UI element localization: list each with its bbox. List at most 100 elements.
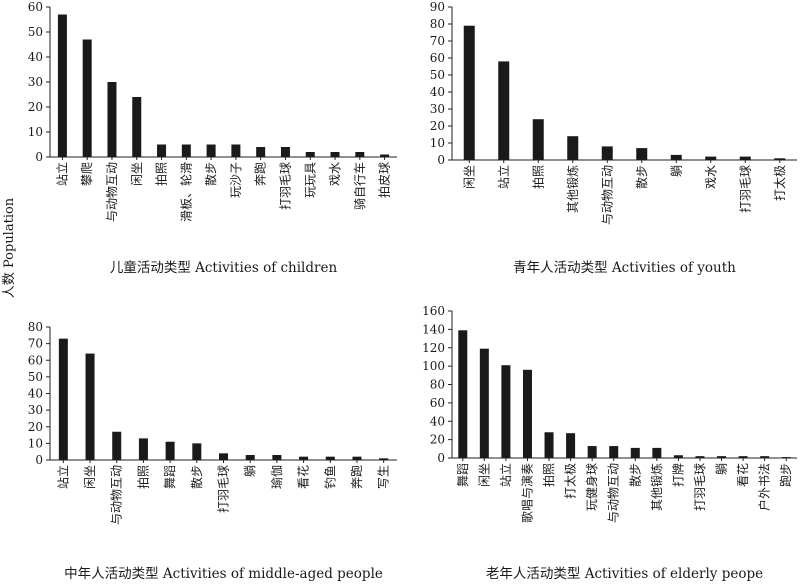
bar	[181, 144, 191, 157]
y-tick-label: 80	[28, 320, 43, 334]
bar	[601, 146, 613, 160]
bar	[325, 456, 335, 460]
y-tick-label: 30	[28, 403, 43, 417]
bar	[219, 453, 228, 460]
bar	[739, 156, 751, 160]
chart-title: 青年人活动类型 Activities of youth	[513, 260, 736, 276]
x-category-label: 打太极	[563, 463, 578, 499]
x-category-label: 拍照	[530, 165, 545, 189]
y-tick-label: 20	[430, 433, 445, 447]
bar	[498, 61, 510, 160]
bar	[458, 330, 468, 458]
y-tick-label: 0	[437, 451, 445, 465]
y-tick-label: 160	[422, 304, 445, 318]
bar	[587, 446, 597, 458]
x-category-label: 与动物互动	[110, 465, 124, 525]
y-tick-label: 80	[430, 17, 445, 31]
y-tick-label: 60	[28, 353, 43, 367]
bar	[299, 456, 309, 460]
x-category-label: 站立	[496, 165, 511, 189]
chart-title: 中年人活动类型 Activities of middle-aged people	[64, 566, 383, 582]
x-category-label: 躺	[242, 465, 257, 477]
x-category-label: 闲坐	[83, 465, 97, 489]
y-tick-label: 40	[28, 50, 43, 64]
y-tick-label: 40	[430, 414, 445, 428]
bar	[85, 353, 95, 460]
bar	[256, 147, 266, 157]
bar	[673, 455, 683, 458]
x-category-label: 站立	[498, 463, 513, 487]
x-category-label: 与动物互动	[600, 165, 614, 225]
chart-panel-2: 0102030405060708090闲坐 站立 拍照 其他锻炼 与动物互动 散步躺戏水打…	[430, 0, 797, 276]
y-tick-label: 30	[430, 102, 445, 116]
y-tick-label: 40	[28, 387, 43, 401]
x-category-label: 打太极	[772, 165, 787, 201]
x-category-label: 奔跑	[350, 465, 364, 489]
x-category-label: 拍照	[154, 162, 169, 186]
bar	[670, 154, 682, 160]
x-category-label: 戏水	[328, 162, 342, 186]
y-tick-label: 120	[422, 341, 445, 355]
x-category-label: 打羽毛球	[693, 463, 707, 511]
bar	[781, 457, 791, 458]
x-category-label: 舞蹈	[456, 463, 470, 487]
bar	[231, 144, 241, 157]
x-category-label: 玩沙子	[229, 162, 243, 198]
x-category-label: 与动物互动	[105, 162, 119, 222]
y-axis-label: 人数 Population	[2, 197, 17, 298]
x-category-label: 躺	[668, 165, 683, 177]
x-category-label: 跑步	[779, 463, 793, 487]
y-tick-label: 50	[28, 370, 43, 384]
bar	[774, 158, 786, 160]
y-tick-label: 80	[430, 378, 445, 392]
y-tick-label: 10	[28, 125, 43, 139]
x-category-label: 拍照	[135, 465, 150, 489]
x-category-label: 其他锻炼	[649, 463, 664, 511]
bar	[463, 25, 475, 161]
y-tick-label: 20	[28, 420, 43, 434]
x-category-label: 站立	[55, 465, 70, 489]
y-tick-label: 70	[430, 34, 445, 48]
x-category-label: 散步	[627, 463, 642, 487]
y-tick-label: 10	[430, 136, 445, 150]
x-category-label: 散步	[189, 465, 204, 489]
x-category-label: 玩健身球	[584, 463, 599, 511]
bar	[630, 447, 640, 458]
bar	[330, 152, 340, 157]
y-tick-label: 10	[28, 436, 43, 450]
x-category-label: 舞蹈	[163, 465, 177, 489]
y-tick-label: 100	[422, 359, 445, 373]
y-tick-label: 70	[28, 337, 43, 351]
x-category-label: 骑自行车	[352, 162, 367, 210]
y-tick-label: 20	[28, 100, 43, 114]
bar	[352, 456, 362, 460]
x-category-label: 散步	[203, 162, 218, 186]
y-tick-label: 90	[430, 0, 445, 14]
bar	[567, 136, 579, 160]
bar	[705, 156, 717, 160]
bar	[206, 144, 216, 157]
x-category-label: 玩玩具	[303, 162, 317, 198]
x-category-label: 打羽毛球	[738, 165, 752, 213]
chart-panel-1: 0 10 20 30 40 50 60 站立 攀爬 与动物互动 闲坐 拍照 滑板、轮滑 散步 玩沙子 奔跑 打羽…	[28, 0, 397, 276]
y-tick-label: 50	[430, 68, 445, 82]
x-category-label: 钓鱼	[323, 465, 337, 489]
bar	[532, 119, 544, 160]
x-category-label: 瑜伽	[269, 465, 284, 489]
chart-panel-4: 0 20 40 60 80 100 120 140 160 舞蹈 闲坐 站立 歌唱与演奏 拍照 打太极 玩健身…	[422, 304, 797, 582]
bar	[245, 455, 255, 460]
y-tick-label: 60	[430, 396, 445, 410]
x-category-label: 打羽毛球	[217, 465, 231, 513]
bar	[379, 458, 389, 460]
bar	[760, 456, 770, 458]
x-category-label: 打羽毛球	[278, 162, 292, 210]
x-category-label: 闲坐	[477, 463, 491, 487]
bar	[132, 97, 142, 157]
bar	[501, 365, 511, 458]
y-tick-label: 20	[430, 119, 445, 133]
x-category-label: 闲坐	[462, 165, 476, 189]
y-tick-label: 140	[422, 322, 445, 336]
bar	[479, 348, 489, 458]
x-category-label: 奔跑	[254, 162, 268, 186]
